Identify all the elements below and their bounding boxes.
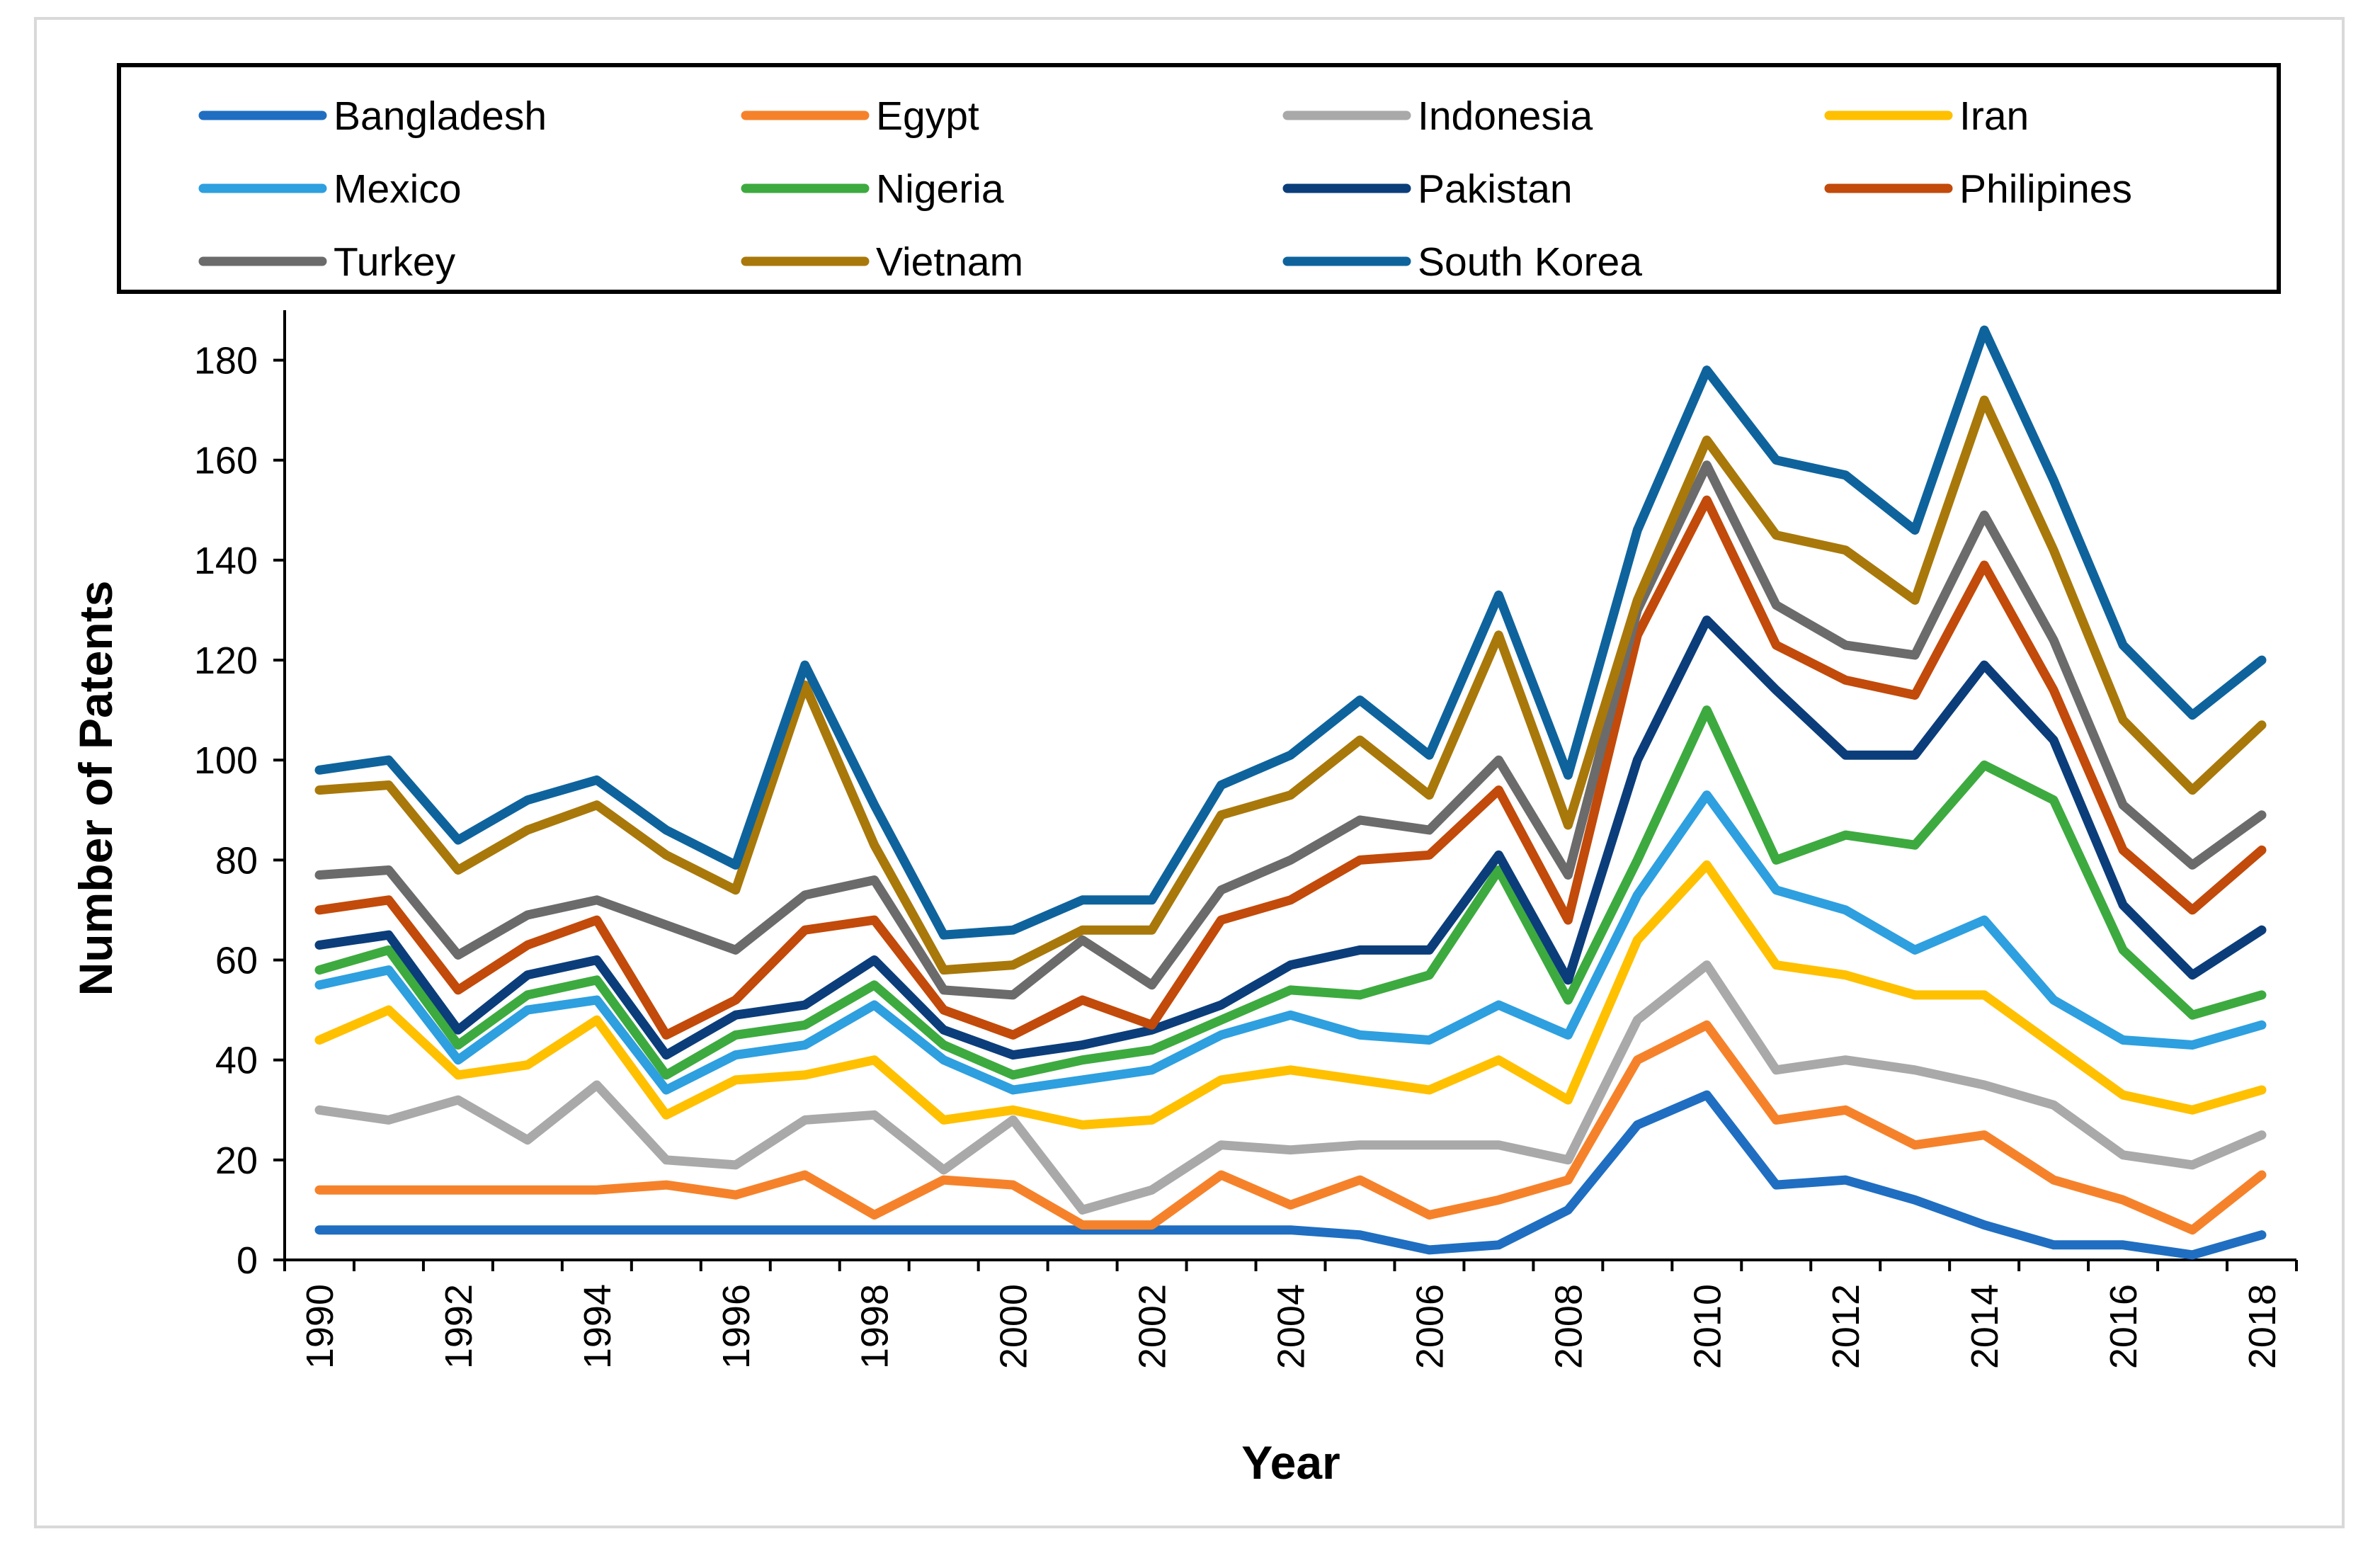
legend-label-indonesia: Indonesia <box>1418 93 1593 139</box>
series-line-philipines <box>314 495 2267 1040</box>
x-tick-label: 2010 <box>1686 1284 1729 1369</box>
y-axis-title: Number of Patents <box>69 581 122 996</box>
series-line-nigeria <box>314 705 2267 1080</box>
legend-label-nigeria: Nigeria <box>876 166 1004 212</box>
x-tick-label: 1996 <box>715 1284 758 1369</box>
legend-label-pakistan: Pakistan <box>1418 166 1573 212</box>
x-tick-label: 2006 <box>1408 1284 1451 1369</box>
y-tick-label: 160 <box>194 440 258 482</box>
y-tick-label: 140 <box>194 540 258 582</box>
x-tick-label: 2012 <box>1825 1284 1867 1369</box>
x-tick-label: 2004 <box>1270 1284 1313 1369</box>
y-tick-label: 20 <box>215 1140 258 1182</box>
x-tick-label: 1994 <box>576 1284 619 1369</box>
legend-label-south-korea: South Korea <box>1418 239 1642 285</box>
legend-label-mexico: Mexico <box>334 166 462 212</box>
y-tick-label: 40 <box>215 1040 258 1082</box>
legend-label-turkey: Turkey <box>334 239 456 285</box>
series-line-mexico <box>314 790 2267 1095</box>
x-tick-label: 2008 <box>1547 1284 1590 1369</box>
series-line-pakistan <box>314 615 2267 1060</box>
series-line-indonesia <box>314 960 2267 1215</box>
plot-area: 0 20 40 60 80 100 120 140 160 180 1990 1992 1994 1996… <box>194 310 2298 1369</box>
x-tick-label: 1992 <box>438 1284 480 1369</box>
legend-label-iran: Iran <box>1959 93 2029 139</box>
x-tick-label: 2000 <box>993 1284 1035 1369</box>
x-tick-label: 2016 <box>2102 1284 2145 1369</box>
x-tick-label: 1990 <box>299 1284 341 1369</box>
legend-label-egypt: Egypt <box>876 93 979 139</box>
series-line-turkey <box>314 460 2267 1000</box>
y-tick-label: 180 <box>194 340 258 382</box>
legend-box <box>117 63 2281 294</box>
chart-frame <box>34 17 2345 1528</box>
series-line-vietnam <box>314 395 2267 975</box>
y-tick-label: 0 <box>237 1239 258 1282</box>
y-tick-label: 120 <box>194 640 258 682</box>
legend-label-bangladesh: Bangladesh <box>334 93 547 139</box>
legend-label-vietnam: Vietnam <box>876 239 1023 285</box>
x-axis-title: Year <box>1241 1436 1340 1489</box>
series-line-bangladesh <box>314 1090 2267 1260</box>
y-tick-label: 100 <box>194 739 258 782</box>
x-tick-label: 1998 <box>854 1284 896 1369</box>
y-tick-label: 80 <box>215 839 258 882</box>
x-tick-label: 2018 <box>2241 1284 2284 1369</box>
x-tick-label: 2002 <box>1132 1284 1174 1369</box>
y-tick-label: 60 <box>215 940 258 982</box>
x-tick-label: 2014 <box>1964 1284 2006 1369</box>
legend: Bangladesh Egypt Indonesia Iran Mexico Nigeri… <box>117 63 2281 294</box>
legend-label-philipines: Philipines <box>1959 166 2132 212</box>
series-line-egypt <box>314 1020 2267 1235</box>
series-line-south-korea <box>314 325 2267 940</box>
series-line-iran <box>314 860 2267 1130</box>
